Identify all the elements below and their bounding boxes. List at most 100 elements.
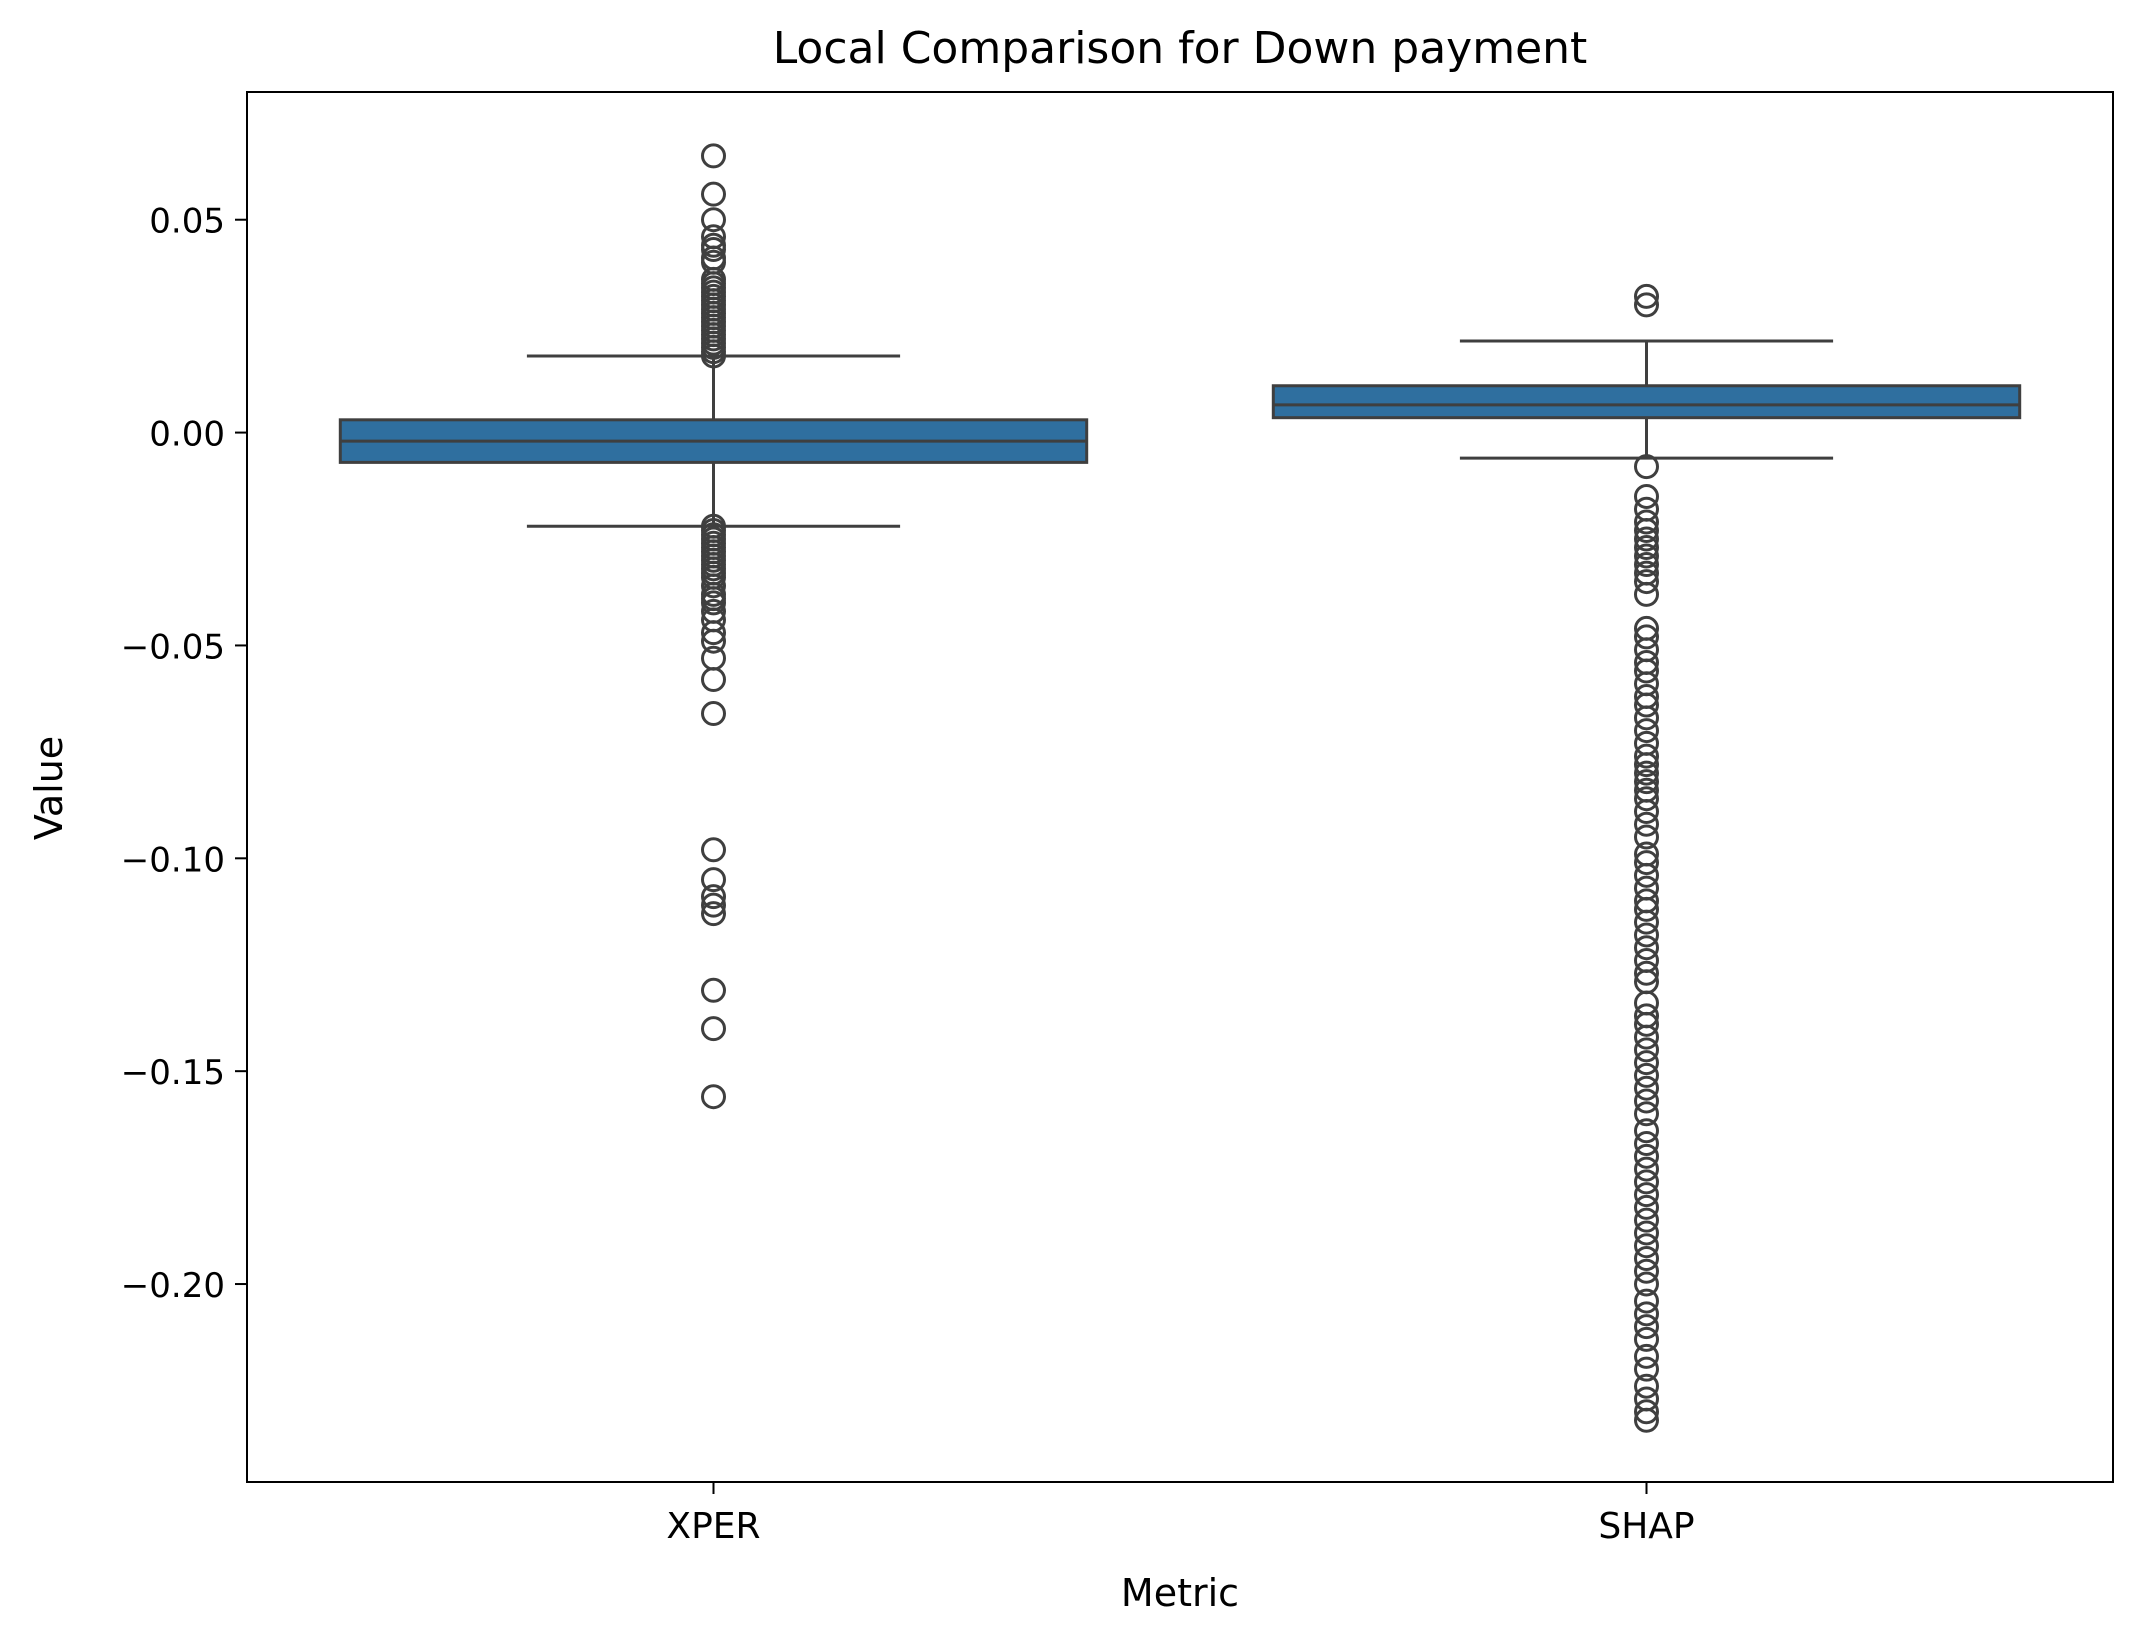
outlier-point <box>1634 752 1659 778</box>
outlier-point <box>1634 569 1659 595</box>
outlier-point <box>1634 1131 1659 1157</box>
y-axis-label: Value <box>27 736 71 840</box>
outlier-point <box>1634 692 1659 718</box>
outlier-point <box>1634 454 1659 480</box>
outlier-point <box>1634 850 1659 876</box>
outlier-point <box>1634 705 1659 731</box>
outlier-point <box>1634 1024 1659 1050</box>
outlier-point <box>701 1084 726 1110</box>
outlier-point <box>1634 798 1659 824</box>
outlier-point <box>701 901 726 927</box>
outlier-point <box>701 207 726 233</box>
outlier-point <box>1634 292 1659 318</box>
outlier-point <box>701 884 726 910</box>
outlier-point <box>1634 1050 1659 1076</box>
chart-title: Local Comparison for Down payment <box>773 23 1588 74</box>
outlier-point <box>701 892 726 918</box>
outlier-point <box>1634 896 1659 922</box>
outlier-point <box>1634 1258 1659 1284</box>
outlier-point <box>1634 1301 1659 1327</box>
outlier-point <box>1634 1011 1659 1037</box>
outlier-point <box>701 573 726 599</box>
y-tick-label: −0.20 <box>121 1266 225 1306</box>
outlier-point <box>1634 552 1659 578</box>
outlier-point <box>1634 811 1659 837</box>
x-tick-label: XPER <box>666 1506 760 1547</box>
outlier-point <box>1634 509 1659 535</box>
outlier-point <box>1634 909 1659 935</box>
outlier-point <box>1634 543 1659 569</box>
outlier-point <box>1634 1207 1659 1233</box>
outlier-point <box>701 701 726 727</box>
outlier-point <box>701 1016 726 1042</box>
outlier-point <box>701 237 726 263</box>
y-axis: 0.05 0.00 −0.05 −0.10 −0.15 −0.20 <box>121 202 247 1306</box>
outlier-point <box>701 628 726 654</box>
outlier-point <box>701 837 726 863</box>
outlier-point <box>1634 718 1659 744</box>
y-tick-label: 0.00 <box>149 415 225 455</box>
outlier-point <box>1634 624 1659 650</box>
outlier-point <box>701 667 726 693</box>
outlier-point <box>1634 1118 1659 1144</box>
outlier-point <box>1634 483 1659 509</box>
box-group-xper <box>338 143 1089 1110</box>
outlier-point <box>1634 283 1659 309</box>
outlier-point <box>1634 960 1659 986</box>
outlier-point <box>1634 922 1659 948</box>
outlier-point <box>1634 1182 1659 1208</box>
outlier-point <box>1634 581 1659 607</box>
outlier-point <box>701 343 726 369</box>
outlier-point <box>1634 1399 1659 1425</box>
outlier-point <box>701 620 726 646</box>
outlier-point <box>1634 1356 1659 1382</box>
y-tick-label: −0.10 <box>121 840 225 880</box>
outlier-point <box>1634 935 1659 961</box>
x-axis: XPER SHAP <box>666 1482 1695 1547</box>
boxes-layer <box>338 143 2022 1433</box>
outlier-point <box>1634 658 1659 684</box>
outlier-point <box>701 977 726 1003</box>
outlier-point <box>1634 526 1659 552</box>
y-tick-label: 0.05 <box>149 202 225 242</box>
x-tick-label: SHAP <box>1598 1506 1694 1547</box>
outlier-point <box>1634 1156 1659 1182</box>
outlier-point <box>701 143 726 169</box>
outlier-point <box>1634 1326 1659 1352</box>
outlier-point <box>1634 824 1659 850</box>
outlier-point <box>1634 1075 1659 1101</box>
outlier-point <box>1634 1271 1659 1297</box>
outlier-point <box>1634 517 1659 543</box>
outlier-point <box>1634 1288 1659 1314</box>
outlier-point <box>1634 1062 1659 1088</box>
outlier-point <box>701 181 726 207</box>
outlier-point <box>1634 1169 1659 1195</box>
box-iqr <box>1271 384 2022 420</box>
outlier-point <box>1634 1233 1659 1259</box>
outlier-point <box>1634 1407 1659 1433</box>
outlier-point <box>1634 786 1659 812</box>
outlier-point <box>1634 1343 1659 1369</box>
box-group-shap <box>1271 283 2022 1433</box>
outlier-point <box>1634 1314 1659 1340</box>
plot-area <box>246 91 2114 1483</box>
outlier-point <box>1634 1194 1659 1220</box>
x-axis-label: Metric <box>1121 1571 1239 1615</box>
outlier-point <box>1634 1037 1659 1063</box>
outlier-point <box>1634 1220 1659 1246</box>
outlier-point <box>701 590 726 616</box>
outlier-point <box>1634 743 1659 769</box>
outlier-point <box>1634 535 1659 561</box>
y-tick-label: −0.05 <box>121 627 225 667</box>
outlier-point <box>1634 1143 1659 1169</box>
outlier-point <box>1634 862 1659 888</box>
outlier-point <box>1634 1101 1659 1127</box>
y-tick-label: −0.15 <box>121 1053 225 1093</box>
outlier-point <box>701 867 726 893</box>
outlier-point <box>1634 760 1659 786</box>
outlier-point <box>1634 1373 1659 1399</box>
outlier-point <box>1634 769 1659 795</box>
outlier-point <box>1634 1088 1659 1114</box>
outlier-point <box>1634 1245 1659 1271</box>
